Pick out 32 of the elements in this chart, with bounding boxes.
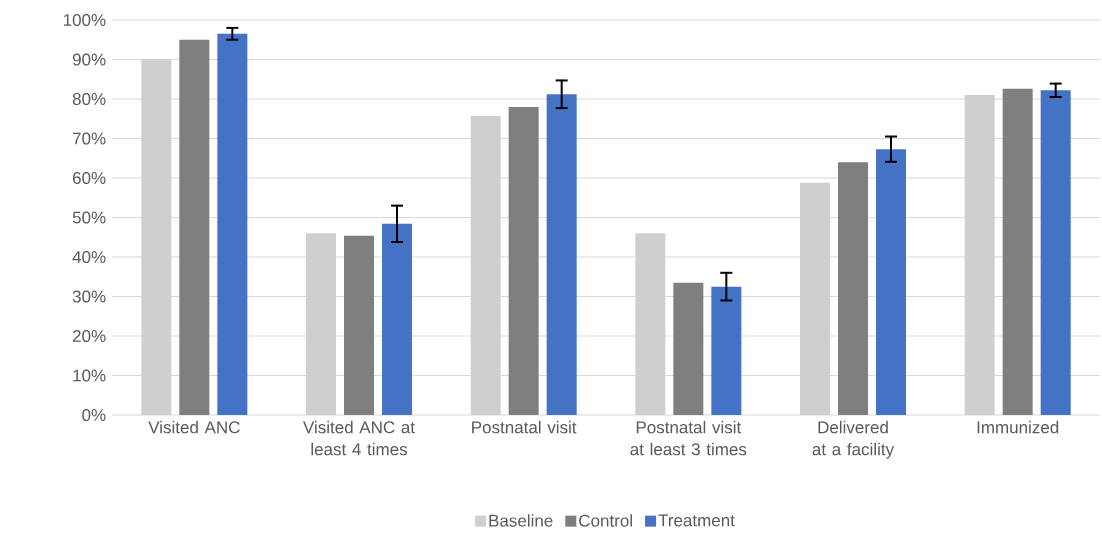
bar <box>217 33 248 415</box>
y-tick-label: 80% <box>72 92 106 106</box>
y-tick-label: 100% <box>63 13 106 27</box>
legend-label: Baseline <box>489 514 553 527</box>
y-tick-label: 90% <box>72 53 106 66</box>
x-tick-label: Postnatal visit <box>472 420 577 434</box>
y-tick-label: 50% <box>72 211 106 224</box>
bar <box>508 106 539 415</box>
bar <box>838 162 869 415</box>
x-tick-label: Delivered at a facility <box>812 420 895 459</box>
y-tick-label: 30% <box>72 290 106 303</box>
x-tick-label: Visited ANC at least 4 times <box>303 420 415 456</box>
y-tick-label: 20% <box>72 329 106 343</box>
x-tick-label: Visited ANC <box>148 420 240 434</box>
x-tick-label: Immunized <box>977 420 1059 434</box>
bar <box>711 286 742 415</box>
y-tick-label: 60% <box>72 171 106 185</box>
bar <box>1040 90 1071 415</box>
bar <box>382 223 412 415</box>
bar <box>179 39 210 415</box>
legend-label: Control <box>579 514 632 527</box>
y-tick-label: 10% <box>73 369 106 382</box>
y-tick-label: 40% <box>72 250 106 264</box>
bar <box>673 282 704 415</box>
bar <box>546 94 577 415</box>
y-tick-label: 0% <box>82 408 106 422</box>
y-tick-label: 70% <box>72 132 106 145</box>
legend-label: Treatment <box>658 514 735 527</box>
bar <box>1002 88 1033 415</box>
bar <box>876 149 907 415</box>
x-tick-label: Postnatal visit at least 3 times <box>630 420 747 456</box>
bar <box>344 235 374 415</box>
